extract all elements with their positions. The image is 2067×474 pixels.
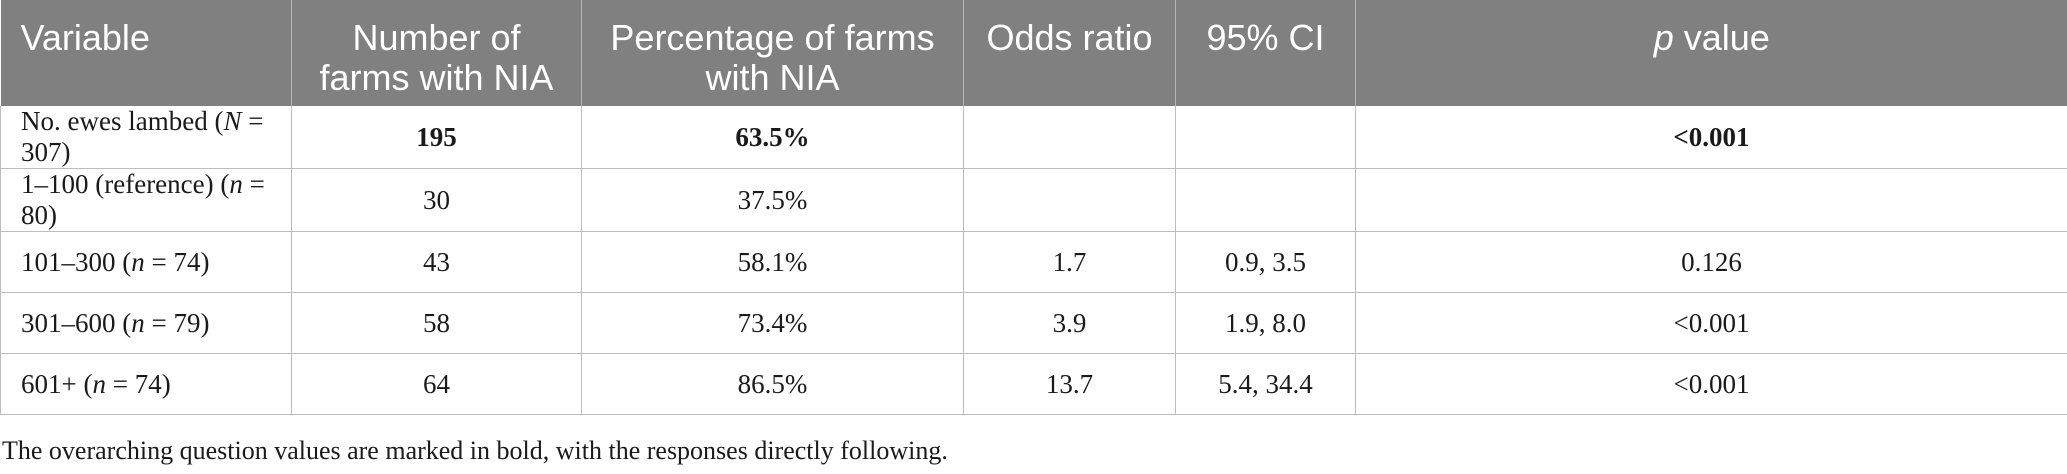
row-label-italic: n <box>92 368 106 399</box>
row-label: 1–100 (reference) (n = 80) <box>0 168 292 232</box>
row-label: 301–600 (n = 79) <box>0 292 292 354</box>
row-label-italic: n <box>131 307 145 338</box>
cell-95-ci: 5.4, 34.4 <box>1175 353 1356 415</box>
cell-95-ci <box>1175 168 1356 232</box>
table-row: 1–100 (reference) (n = 80) 30 37.5% <box>0 168 2067 232</box>
row-label-post: = 80) <box>21 169 265 230</box>
cell-percentage: 86.5% <box>581 353 964 415</box>
cell-95-ci: 0.9, 3.5 <box>1175 231 1356 293</box>
cell-odds-ratio: 13.7 <box>963 353 1176 415</box>
row-label-italic: n <box>229 169 243 199</box>
cell-95-ci: 1.9, 8.0 <box>1175 292 1356 354</box>
cell-p-value: <0.001 <box>1355 292 2067 354</box>
cell-number-of-farms: 195 <box>291 106 582 169</box>
row-label-post: = 74) <box>105 368 171 399</box>
row-label-pre: 301–600 ( <box>21 307 132 338</box>
cell-p-value: 0.126 <box>1355 231 2067 293</box>
cell-number-of-farms: 30 <box>291 168 582 232</box>
cell-percentage: 58.1% <box>581 231 964 293</box>
cell-percentage: 37.5% <box>581 168 964 232</box>
cell-95-ci <box>1175 106 1356 169</box>
row-label-post: = 74) <box>144 246 210 277</box>
header-odds-ratio: Odds ratio <box>963 0 1176 106</box>
cell-odds-ratio <box>963 168 1176 232</box>
header-percentage: Percentage of farms with NIA <box>581 0 964 106</box>
cell-percentage: 63.5% <box>581 106 964 169</box>
cell-odds-ratio <box>963 106 1176 169</box>
table-row: 101–300 (n = 74) 43 58.1% 1.7 0.9, 3.5 0.126 <box>0 231 2067 293</box>
row-label-pre: No. ewes lambed ( <box>21 106 224 136</box>
header-p-value: p value <box>1355 0 2067 106</box>
row-label-italic: n <box>131 246 145 277</box>
cell-percentage: 73.4% <box>581 292 964 354</box>
table-row: 601+ (n = 74) 64 86.5% 13.7 5.4, 34.4 <0.001 <box>0 353 2067 415</box>
header-number-of-farms: Number of farms with NIA <box>291 0 582 106</box>
cell-number-of-farms: 43 <box>291 231 582 293</box>
cell-odds-ratio: 1.7 <box>963 231 1176 293</box>
cell-odds-ratio: 3.9 <box>963 292 1176 354</box>
row-label-post: = 307) <box>21 106 264 167</box>
table-row: 301–600 (n = 79) 58 73.4% 3.9 1.9, 8.0 <0.001 <box>0 292 2067 354</box>
cell-number-of-farms: 58 <box>291 292 582 354</box>
header-variable: Variable <box>0 0 292 106</box>
cell-p-value: <0.001 <box>1355 106 2067 169</box>
table-footnote: The overarching question values are mark… <box>2 436 948 465</box>
results-table: Variable Number of farms with NIA Percen… <box>0 0 2067 415</box>
cell-p-value <box>1355 168 2067 232</box>
row-label-pre: 1–100 (reference) ( <box>21 169 230 199</box>
row-label-italic: N <box>223 106 242 136</box>
cell-number-of-farms: 64 <box>291 353 582 415</box>
header-row: Variable Number of farms with NIA Percen… <box>0 0 2067 106</box>
cell-p-value: <0.001 <box>1355 353 2067 415</box>
row-label-pre: 601+ ( <box>21 368 93 399</box>
row-label: 601+ (n = 74) <box>0 353 292 415</box>
header-p-italic: p <box>1653 17 1674 58</box>
header-p-text: value <box>1673 17 1770 58</box>
table-body: No. ewes lambed (N = 307) 195 63.5% <0.001 1… <box>0 106 2067 415</box>
header-95-ci: 95% CI <box>1175 0 1356 106</box>
data-table-container: Variable Number of farms with NIA Percen… <box>0 0 2067 415</box>
table-row: No. ewes lambed (N = 307) 195 63.5% <0.001 <box>0 106 2067 169</box>
row-label: No. ewes lambed (N = 307) <box>0 106 292 169</box>
row-label: 101–300 (n = 74) <box>0 231 292 293</box>
row-label-post: = 79) <box>144 307 210 338</box>
row-label-pre: 101–300 ( <box>21 246 132 277</box>
